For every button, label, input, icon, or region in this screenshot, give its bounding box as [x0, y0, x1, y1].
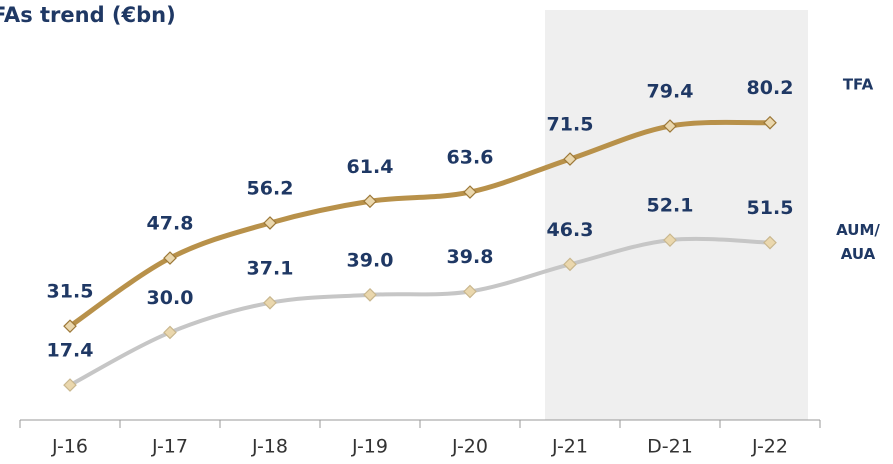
marker: [63, 319, 77, 334]
marker: [363, 287, 377, 302]
highlight-band: [545, 10, 808, 420]
marker: [263, 216, 277, 230]
marker: [563, 257, 577, 272]
marker: [463, 185, 477, 199]
data-label: 30.0: [147, 287, 194, 309]
marker: [263, 295, 277, 310]
data-label: 37.1: [247, 257, 294, 279]
marker: [63, 378, 77, 392]
data-label: 79.4: [647, 81, 694, 103]
legend-label: AUM/AUA: [836, 221, 880, 263]
data-label: 56.2: [247, 177, 294, 199]
legend-label-line: AUM/: [836, 221, 880, 239]
x-tick-label: J-21: [551, 436, 588, 458]
marker: [763, 115, 777, 130]
data-label: 31.5: [47, 281, 94, 303]
marker: [463, 284, 477, 299]
x-tick-label: J-18: [251, 436, 288, 458]
x-tick-label: J-20: [451, 436, 488, 458]
x-tick-label: J-22: [751, 436, 788, 458]
x-tick-label: J-19: [351, 436, 388, 458]
data-label: 63.6: [447, 147, 494, 169]
data-label: 51.5: [747, 197, 794, 219]
marker: [663, 233, 677, 247]
x-tick-label: J-17: [151, 436, 188, 458]
data-label: 80.2: [747, 77, 794, 99]
marker: [363, 194, 377, 209]
legend-label-line: AUA: [841, 245, 876, 263]
data-label: 61.4: [347, 156, 394, 178]
marker: [163, 325, 177, 340]
data-label: 71.5: [547, 114, 594, 136]
data-label: 17.4: [47, 340, 94, 362]
chart-title: FAs trend (€bn): [0, 3, 176, 27]
x-tick-label: D-21: [647, 436, 693, 458]
marker: [563, 152, 577, 166]
legend-label: TFA: [843, 76, 874, 94]
data-label: 46.3: [547, 219, 594, 241]
marker: [763, 235, 777, 250]
data-label: 39.0: [347, 249, 394, 271]
x-tick-label: J-16: [51, 436, 88, 458]
series-line: [69, 236, 771, 387]
data-label: 47.8: [147, 213, 194, 235]
data-label: 39.8: [447, 246, 494, 268]
marker: [163, 251, 177, 265]
marker: [663, 119, 677, 133]
data-label: 52.1: [647, 195, 694, 217]
